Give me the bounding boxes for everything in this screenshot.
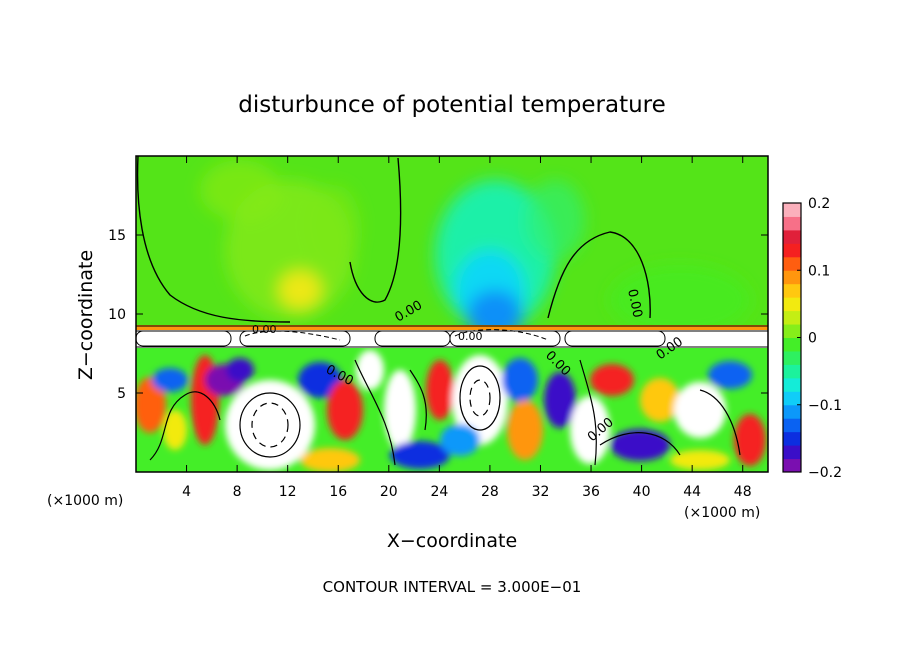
upper-field <box>136 156 750 330</box>
y-tick-label: 10 <box>108 307 126 323</box>
contour-interval-note: CONTOUR INTERVAL = 3.000E−01 <box>323 578 582 596</box>
x-tick-label: 16 <box>329 484 347 500</box>
x-tick-label: 8 <box>233 484 242 500</box>
x-unit-right: (×1000 m) <box>684 505 760 521</box>
y-axis-label: Z−coordinate <box>75 250 97 380</box>
x-tick-label: 28 <box>481 484 499 500</box>
x-tick-label: 48 <box>734 484 752 500</box>
colorbar-tick-label: −0.1 <box>808 398 842 414</box>
colorbar-tick-label: 0 <box>808 331 817 347</box>
x-tick-label: 40 <box>633 484 651 500</box>
colorbar-cell <box>783 270 801 285</box>
x-axis-label: X−coordinate <box>387 530 517 552</box>
colorbar-cell <box>783 404 801 419</box>
y-axis-ticks: 5 10 15 <box>108 228 768 402</box>
x-tick-label: 44 <box>683 484 701 500</box>
x-unit-left: (×1000 m) <box>47 493 123 509</box>
x-tick-label: 32 <box>532 484 550 500</box>
x-tick-label: 36 <box>582 484 600 500</box>
contour-label: 0.00 <box>252 323 277 336</box>
x-tick-label: 12 <box>279 484 297 500</box>
y-tick-label: 15 <box>108 228 126 244</box>
colorbar-cell <box>783 364 801 379</box>
colorbar-cell <box>783 229 801 244</box>
colorbar-cell <box>783 324 801 338</box>
colorbar-cell <box>783 310 801 325</box>
colorbar-cell <box>783 283 801 298</box>
lower-field <box>136 348 768 472</box>
colorbar-cell <box>783 216 801 231</box>
x-tick-label: 20 <box>380 484 398 500</box>
colorbar-tick-label: 0.2 <box>808 196 830 212</box>
x-tick-label: 4 <box>182 484 191 500</box>
contour-label: 0.00 <box>624 288 645 319</box>
colorbar-cell <box>783 377 801 392</box>
contour-label: 0.00 <box>458 330 483 343</box>
colorbar-cell <box>783 297 801 312</box>
colorbar-cell <box>783 418 801 433</box>
colorbar-cell <box>783 458 801 473</box>
plot-area: 0.00 0.00 0.00 0.00 0.00 0.00 0.00 0.00 … <box>108 155 769 500</box>
colorbar-tick-label: −0.2 <box>808 465 842 481</box>
x-axis-ticks: 4 8 12 16 20 24 28 32 36 40 44 48 <box>182 156 752 500</box>
separation-band <box>135 325 768 348</box>
colorbar-cell <box>783 203 801 217</box>
colorbar-cell <box>783 337 801 352</box>
y-tick-label: 5 <box>117 386 126 402</box>
colorbar-cell <box>783 350 801 365</box>
colorbar-tick-label: 0.1 <box>808 263 830 279</box>
x-tick-label: 24 <box>430 484 448 500</box>
colorbar-cell <box>783 391 801 406</box>
chart-title: disturbunce of potential temperature <box>238 92 666 118</box>
colorbar-cell <box>783 445 801 460</box>
colorbar-cell <box>783 431 801 446</box>
colorbar: 0.2 0.1 0 −0.1 −0.2 <box>782 196 842 481</box>
colorbar-cell <box>783 256 801 271</box>
colorbar-cell <box>783 243 801 258</box>
